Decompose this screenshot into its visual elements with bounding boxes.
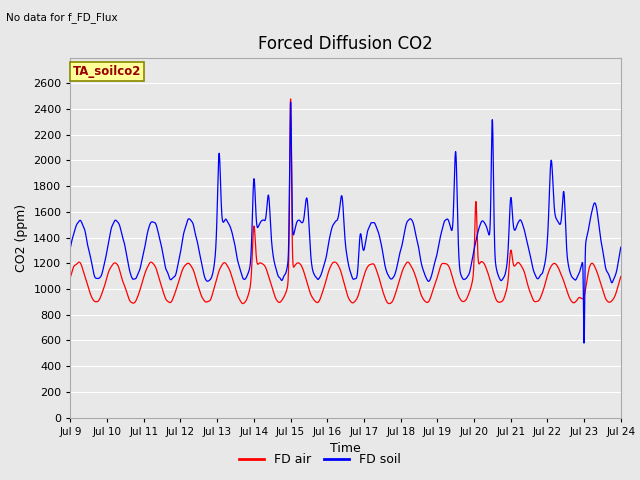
FD soil bbox=[67, 245, 74, 251]
FD soil bbox=[162, 266, 170, 272]
Text: No data for f_FD_Flux: No data for f_FD_Flux bbox=[6, 12, 118, 23]
FD soil bbox=[580, 340, 588, 346]
FD air bbox=[607, 299, 614, 305]
FD soil bbox=[129, 276, 137, 282]
FD air bbox=[129, 300, 137, 306]
FD soil bbox=[617, 244, 625, 250]
FD soil bbox=[301, 201, 309, 207]
Text: TA_soilco2: TA_soilco2 bbox=[73, 65, 141, 78]
FD air bbox=[278, 298, 285, 304]
FD air bbox=[385, 300, 393, 306]
Legend: FD air, FD soil: FD air, FD soil bbox=[234, 448, 406, 471]
Line: FD air: FD air bbox=[70, 99, 621, 303]
FD soil bbox=[278, 277, 285, 283]
X-axis label: Time: Time bbox=[330, 442, 361, 455]
FD air bbox=[547, 264, 555, 269]
Line: FD soil: FD soil bbox=[70, 102, 621, 343]
FD soil bbox=[287, 99, 294, 105]
FD air bbox=[287, 96, 294, 102]
FD soil bbox=[547, 159, 555, 165]
FD air bbox=[162, 296, 170, 302]
Y-axis label: CO2 (ppm): CO2 (ppm) bbox=[15, 204, 28, 272]
FD soil bbox=[607, 276, 614, 282]
Title: Forced Diffusion CO2: Forced Diffusion CO2 bbox=[258, 35, 433, 53]
FD air bbox=[67, 274, 74, 280]
FD air bbox=[301, 275, 309, 280]
FD air bbox=[617, 274, 625, 279]
